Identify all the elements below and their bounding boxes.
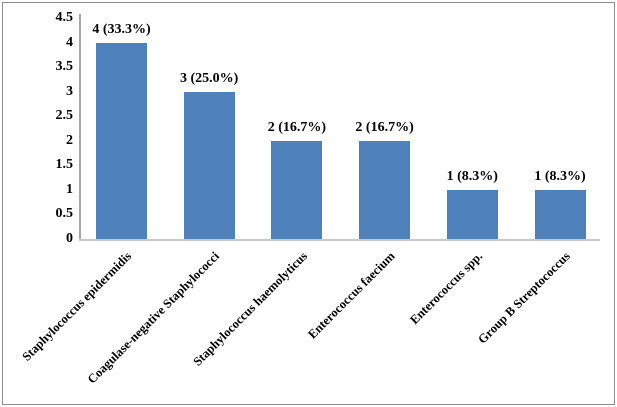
x-axis-category-label-text: Enterococcus faecium — [305, 249, 398, 342]
bar — [446, 189, 498, 239]
x-axis-category-label-text: Enterococcus spp. — [407, 249, 486, 328]
y-axis-tick-label: 4.5 — [55, 10, 74, 25]
bar — [534, 189, 586, 239]
y-axis-tick-label: 2 — [66, 132, 73, 148]
y-axis-tick-label: 4 — [66, 34, 73, 50]
y-axis-line — [79, 14, 81, 240]
bar-value-label: 3 (25.0%) — [180, 70, 239, 86]
y-axis-tick-label: 1.5 — [55, 157, 74, 173]
y-axis-tick-label: 0.5 — [55, 206, 74, 222]
y-axis-tick-label: 3 — [66, 83, 73, 99]
x-axis-line — [79, 239, 600, 241]
bar — [271, 140, 323, 239]
bar-value-label: 2 (16.7%) — [355, 119, 414, 135]
bar-value-label: 1 (8.3%) — [534, 168, 586, 184]
x-axis-category-label-text: Group B Streptococcus — [475, 249, 573, 347]
bar-value-label: 2 (16.7%) — [267, 119, 327, 135]
y-axis-tick-label: 2.5 — [55, 108, 74, 124]
bar-value-label: 1 (8.3%) — [446, 168, 498, 184]
bar — [359, 140, 411, 239]
y-axis-tick-label: 1 — [66, 181, 73, 197]
bar-value-label: 4 (33.3%) — [92, 21, 151, 37]
bar — [183, 91, 235, 239]
y-axis-tick-label: 0 — [66, 231, 73, 246]
bar — [96, 42, 147, 239]
y-axis-tick-label: 3.5 — [55, 59, 74, 75]
